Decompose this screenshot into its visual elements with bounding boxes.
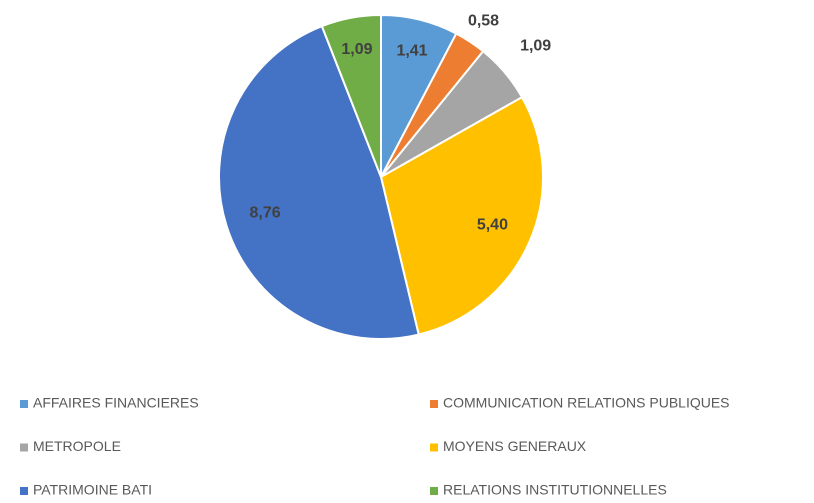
legend-label: MOYENS GENERAUX [443, 438, 587, 454]
pie-slice [218, 24, 420, 340]
data-label: 5,40 [477, 217, 508, 234]
legend-swatch [20, 487, 28, 495]
legend-label: RELATIONS INSTITUTIONNELLES [443, 482, 667, 498]
legend-swatch [430, 443, 438, 452]
data-label: 1,09 [520, 37, 551, 54]
pie-slice [379, 95, 544, 336]
data-label: 8,76 [250, 205, 281, 222]
legend-label: METROPOLE [33, 438, 121, 454]
legend-swatch [20, 443, 28, 452]
legend-swatch [430, 487, 438, 495]
legend-label: COMMUNICATION RELATIONS PUBLIQUES [443, 395, 730, 411]
legend-label: PATRIMOINE BATI [33, 482, 152, 498]
data-label: 1,09 [341, 41, 372, 58]
legend-swatch [430, 400, 438, 408]
legend-swatch [20, 400, 28, 408]
legend-label: AFFAIRES FINANCIERES [33, 395, 199, 411]
data-label: 0,58 [468, 13, 499, 30]
pie-slice [320, 13, 382, 178]
data-label: 1,41 [396, 42, 427, 59]
